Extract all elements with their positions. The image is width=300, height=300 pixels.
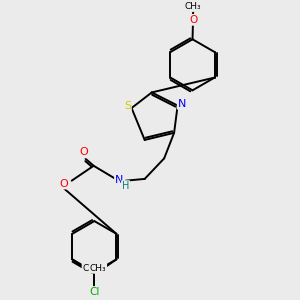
Text: CH₃: CH₃ (90, 264, 106, 273)
Text: N: N (115, 175, 123, 185)
Text: Cl: Cl (89, 287, 100, 297)
Text: CH₃: CH₃ (185, 2, 202, 11)
Text: H: H (122, 181, 129, 191)
Text: CH₃: CH₃ (82, 264, 99, 273)
Text: O: O (80, 147, 88, 157)
Text: O: O (189, 15, 197, 25)
Text: O: O (59, 178, 68, 188)
Text: S: S (124, 101, 131, 111)
Text: N: N (178, 99, 186, 109)
